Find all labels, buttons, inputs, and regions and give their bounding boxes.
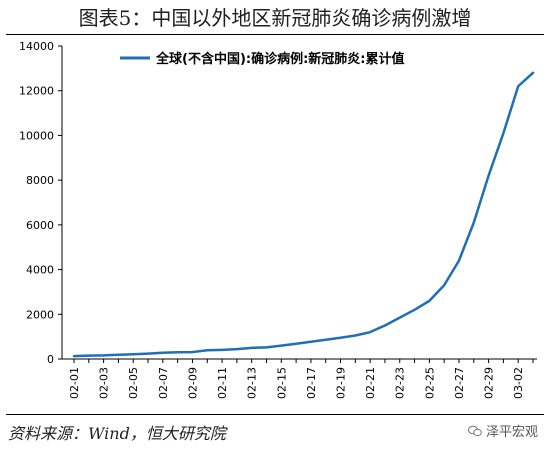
- bottom-rule: [6, 414, 544, 415]
- y-tick-label: 10000: [19, 129, 54, 142]
- x-tick-label: 02-01: [68, 367, 81, 399]
- top-rule: [6, 34, 544, 35]
- y-tick-label: 0: [47, 353, 54, 366]
- wechat-icon: [467, 425, 482, 436]
- x-tick-label: 02-05: [127, 367, 140, 399]
- x-tick-label: 03-02: [512, 367, 525, 399]
- y-tick-label: 8000: [26, 174, 54, 187]
- watermark: 泽平宏观: [467, 421, 538, 440]
- x-tick-label: 02-27: [453, 367, 466, 399]
- x-tick-label: 02-09: [186, 367, 199, 399]
- x-tick-label: 02-17: [305, 367, 318, 399]
- x-tick-label: 02-29: [483, 367, 496, 399]
- chart-title: 图表5：中国以外地区新冠肺炎确诊病例激增: [78, 6, 472, 30]
- x-tick-label: 02-15: [275, 367, 288, 399]
- x-tick-label: 02-11: [216, 367, 229, 399]
- y-tick-label: 6000: [26, 219, 54, 232]
- x-tick-label: 02-25: [423, 367, 436, 399]
- x-tick-label: 02-21: [364, 367, 377, 399]
- x-tick-label: 02-13: [246, 367, 259, 399]
- y-tick-label: 12000: [19, 85, 54, 98]
- x-tick-label: 02-07: [157, 367, 170, 399]
- x-tick-label: 02-03: [98, 367, 111, 399]
- x-tick-label: 02-23: [394, 367, 407, 399]
- series-line: [72, 71, 535, 358]
- y-tick-label: 14000: [19, 40, 54, 53]
- legend-label: 全球(不含中国):确诊病例:新冠肺炎:累计值: [155, 51, 404, 67]
- x-tick-label: 02-19: [335, 367, 348, 399]
- watermark-text: 泽平宏观: [485, 425, 538, 440]
- line-chart: 0 2000 4000 6000 8000 10000 12000 14000 02-01 02-…: [19, 40, 537, 399]
- source-note: 资料来源：Wind，恒大研究院: [8, 424, 226, 443]
- y-tick-label: 2000: [26, 308, 54, 321]
- y-tick-label: 4000: [26, 264, 54, 277]
